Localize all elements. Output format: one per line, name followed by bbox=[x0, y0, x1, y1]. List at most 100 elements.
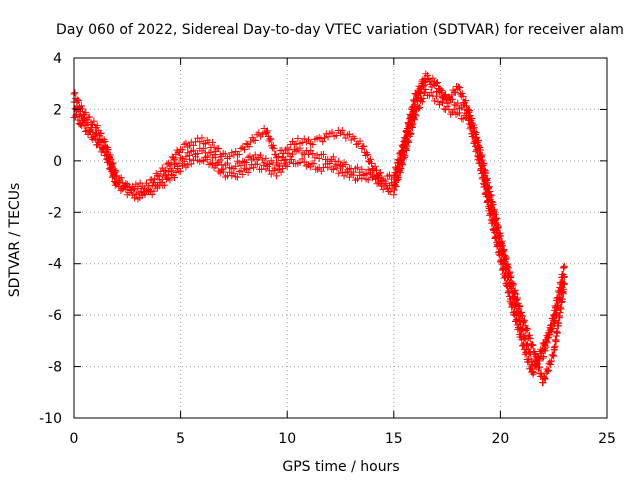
data-point bbox=[300, 158, 308, 166]
data-point bbox=[511, 286, 519, 294]
data-point bbox=[542, 343, 550, 351]
data-point bbox=[547, 360, 555, 368]
data-point bbox=[424, 71, 432, 79]
data-point bbox=[134, 183, 142, 191]
data-point bbox=[480, 160, 488, 168]
data-point bbox=[421, 75, 429, 83]
data-point bbox=[504, 264, 512, 272]
data-point bbox=[531, 348, 539, 356]
data-point bbox=[447, 96, 455, 104]
data-point bbox=[337, 161, 344, 169]
data-point bbox=[198, 134, 206, 142]
data-point bbox=[456, 84, 464, 92]
data-point bbox=[171, 156, 179, 164]
data-point bbox=[93, 122, 101, 130]
data-point bbox=[502, 280, 510, 288]
data-point bbox=[465, 108, 473, 116]
data-point bbox=[397, 147, 405, 155]
data-point bbox=[403, 129, 411, 137]
data-point bbox=[427, 77, 435, 85]
data-point bbox=[237, 162, 245, 170]
data-point bbox=[177, 154, 185, 162]
data-point bbox=[209, 160, 217, 168]
data-point bbox=[169, 154, 177, 162]
data-point bbox=[338, 162, 346, 170]
data-point bbox=[455, 83, 463, 91]
data-point bbox=[515, 302, 523, 310]
data-point bbox=[543, 338, 551, 346]
data-point bbox=[319, 138, 327, 146]
data-point bbox=[95, 138, 103, 146]
data-point bbox=[540, 346, 548, 354]
data-point bbox=[258, 156, 266, 164]
data-point bbox=[502, 253, 510, 261]
y-tick-label: 4 bbox=[53, 51, 62, 67]
data-point bbox=[141, 191, 149, 199]
data-point bbox=[458, 89, 466, 97]
data-point bbox=[239, 171, 247, 179]
data-point bbox=[132, 190, 140, 198]
data-point bbox=[169, 167, 177, 175]
data-point bbox=[210, 143, 218, 151]
data-point bbox=[161, 181, 169, 189]
x-tick-label: 25 bbox=[598, 431, 616, 447]
data-point bbox=[180, 140, 188, 148]
data-point bbox=[425, 91, 433, 99]
grid-lines bbox=[74, 58, 607, 418]
data-point bbox=[405, 121, 413, 129]
data-point bbox=[524, 340, 532, 348]
data-point bbox=[342, 134, 350, 142]
data-point bbox=[499, 242, 507, 250]
data-point bbox=[241, 158, 249, 166]
data-point bbox=[260, 159, 268, 167]
data-point bbox=[273, 172, 281, 180]
data-point bbox=[86, 113, 94, 121]
data-point bbox=[534, 360, 542, 368]
data-point bbox=[116, 178, 124, 186]
data-point bbox=[531, 350, 539, 358]
data-point bbox=[182, 153, 190, 161]
data-point bbox=[550, 352, 558, 360]
data-point bbox=[559, 270, 567, 278]
data-point bbox=[270, 144, 278, 152]
data-point bbox=[344, 166, 352, 174]
data-point bbox=[533, 355, 541, 363]
data-point bbox=[317, 135, 325, 143]
data-point bbox=[90, 117, 98, 125]
data-point bbox=[528, 341, 536, 349]
data-point bbox=[431, 78, 439, 86]
data-point bbox=[548, 351, 556, 359]
data-point bbox=[332, 132, 340, 140]
data-point bbox=[413, 92, 421, 100]
data-point bbox=[177, 145, 185, 153]
data-point bbox=[523, 325, 531, 333]
data-point bbox=[443, 99, 451, 107]
data-point bbox=[264, 160, 272, 168]
data-point bbox=[466, 106, 474, 114]
data-point bbox=[523, 341, 531, 349]
data-point bbox=[109, 172, 117, 180]
data-point bbox=[412, 91, 420, 99]
data-point bbox=[160, 167, 168, 175]
data-point bbox=[200, 157, 208, 165]
data-point bbox=[309, 140, 317, 148]
data-point bbox=[233, 173, 241, 181]
data-point bbox=[149, 178, 157, 186]
data-point bbox=[422, 70, 430, 78]
data-point bbox=[521, 316, 529, 324]
data-point bbox=[375, 170, 383, 178]
data-point bbox=[257, 132, 265, 140]
data-point bbox=[502, 254, 510, 262]
data-point bbox=[97, 129, 105, 137]
data-point bbox=[237, 144, 245, 152]
data-point bbox=[397, 151, 405, 159]
data-point bbox=[207, 159, 215, 167]
data-point bbox=[529, 341, 537, 349]
data-point bbox=[390, 173, 398, 181]
data-point bbox=[258, 130, 266, 138]
data-point bbox=[557, 305, 565, 313]
data-point bbox=[358, 165, 366, 173]
data-point bbox=[558, 295, 566, 303]
data-point bbox=[148, 191, 156, 199]
data-point bbox=[276, 162, 284, 170]
